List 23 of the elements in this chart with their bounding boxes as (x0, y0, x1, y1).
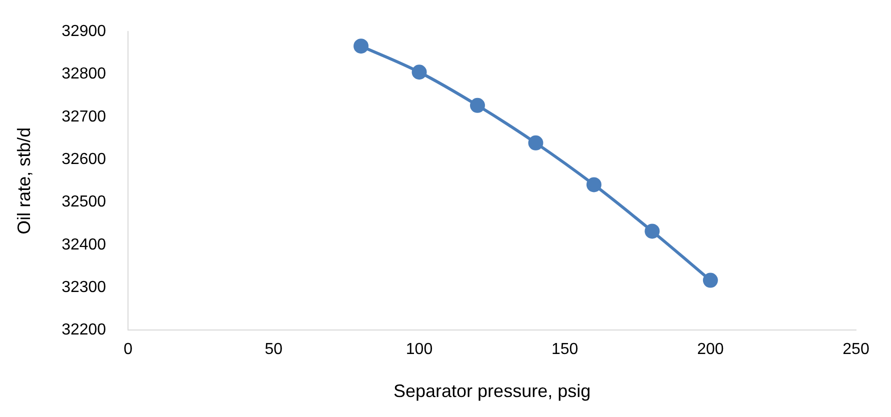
y-tick-label: 32700 (62, 108, 106, 126)
x-axis-title: Separator pressure, psig (393, 381, 591, 402)
y-tick-label: 32200 (62, 322, 106, 339)
point (644, 224, 660, 239)
y-tick-label: 32800 (62, 66, 106, 83)
point (702, 272, 718, 288)
y-tick-label: 32300 (62, 278, 106, 296)
point (528, 135, 544, 150)
x-tick-label: 0 (124, 341, 133, 358)
y-tick-label: 32900 (62, 23, 106, 40)
x-tick-label: 100 (406, 341, 433, 358)
y-tick-label: 32500 (62, 194, 106, 211)
y-axis-title: Oil rate, stb/d (14, 127, 34, 234)
x-tick-label: 50 (264, 341, 283, 358)
point (354, 38, 369, 54)
y-tick-label: 32400 (62, 236, 106, 254)
x-tick-label: 200 (697, 341, 724, 358)
point (586, 177, 602, 192)
point (470, 98, 485, 113)
y-tick-label: 32600 (62, 150, 106, 168)
x-tick-label: 150 (551, 341, 578, 358)
point (412, 64, 427, 80)
x-tick-label: 250 (842, 341, 870, 358)
